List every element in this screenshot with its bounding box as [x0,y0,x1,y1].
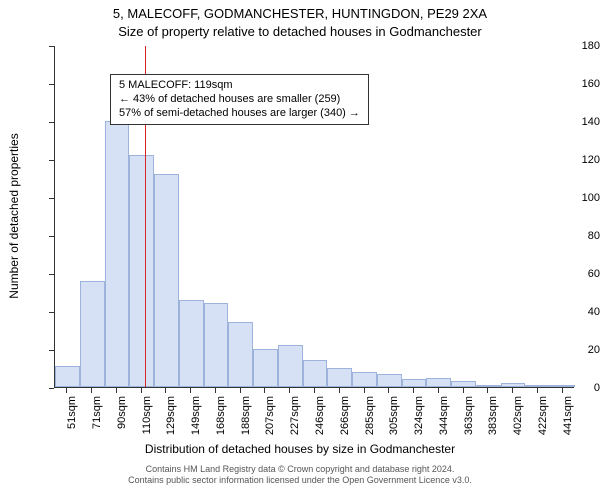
xtick-label: 71sqm [91,396,103,446]
histogram-bar [377,374,402,387]
xtick-mark [215,388,216,393]
xtick-label: 266sqm [339,396,351,446]
xtick-label: 129sqm [165,396,177,446]
histogram-bar [303,360,328,387]
xtick-label: 344sqm [438,396,450,446]
annotation-box: 5 MALECOFF: 119sqm← 43% of detached hous… [110,74,369,125]
xtick-mark [463,388,464,393]
histogram-bar [55,366,80,387]
xtick-mark [314,388,315,393]
xtick-mark [141,388,142,393]
xtick-mark [91,388,92,393]
xtick-label: 110sqm [141,396,153,446]
ytick-label: 40 [556,306,600,318]
xtick-label: 441sqm [562,396,574,446]
xtick-mark [190,388,191,393]
xtick-mark [240,388,241,393]
histogram-bar [80,281,105,387]
ytick-mark [49,312,54,313]
chart-title-2: Size of property relative to detached ho… [0,24,600,39]
xtick-label: 324sqm [413,396,425,446]
ytick-mark [49,274,54,275]
xtick-mark [364,388,365,393]
ytick-label: 60 [556,268,600,280]
y-axis-label: Number of detached properties [7,45,21,387]
xtick-mark [66,388,67,393]
histogram-bar [278,345,303,387]
chart-container: { "chart": { "type": "histogram", "title… [0,0,600,500]
xtick-mark [512,388,513,393]
ytick-label: 180 [556,40,600,52]
xtick-label: 188sqm [240,396,252,446]
annotation-line: 5 MALECOFF: 119sqm [119,79,360,93]
attribution-line-1: Contains HM Land Registry data © Crown c… [0,464,600,475]
xtick-mark [413,388,414,393]
histogram-bar [204,303,229,387]
xtick-mark [388,388,389,393]
histogram-bar [179,300,204,387]
ytick-mark [49,122,54,123]
ytick-label: 160 [556,78,600,90]
histogram-bar [501,383,526,387]
histogram-bar [402,379,427,387]
ytick-label: 80 [556,230,600,242]
xtick-mark [165,388,166,393]
ytick-label: 120 [556,154,600,166]
histogram-bar [253,349,278,387]
histogram-bar [525,385,550,387]
xtick-mark [116,388,117,393]
ytick-label: 20 [556,344,600,356]
xtick-label: 422sqm [537,396,549,446]
histogram-bar [476,385,501,387]
xtick-mark [537,388,538,393]
histogram-bar [327,368,352,387]
xtick-mark [289,388,290,393]
annotation-line: 57% of semi-detached houses are larger (… [119,107,360,121]
chart-title-1: 5, MALECOFF, GODMANCHESTER, HUNTINGDON, … [0,6,600,21]
xtick-label: 207sqm [264,396,276,446]
ytick-label: 140 [556,116,600,128]
xtick-label: 168sqm [215,396,227,446]
xtick-label: 51sqm [66,396,78,446]
attribution-line-2: Contains public sector information licen… [0,475,600,486]
xtick-mark [264,388,265,393]
xtick-label: 246sqm [314,396,326,446]
xtick-mark [487,388,488,393]
xtick-label: 402sqm [512,396,524,446]
xtick-label: 90sqm [116,396,128,446]
ytick-mark [49,160,54,161]
xtick-label: 149sqm [190,396,202,446]
histogram-bar [129,155,154,387]
xtick-label: 285sqm [364,396,376,446]
ytick-label: 100 [556,192,600,204]
xtick-mark [339,388,340,393]
xtick-label: 363sqm [463,396,475,446]
ytick-mark [49,388,54,389]
xtick-label: 227sqm [289,396,301,446]
xtick-mark [438,388,439,393]
histogram-bar [154,174,179,387]
ytick-mark [49,236,54,237]
annotation-line: ← 43% of detached houses are smaller (25… [119,93,360,107]
ytick-mark [49,198,54,199]
histogram-bar [228,322,253,387]
ytick-mark [49,46,54,47]
attribution-text: Contains HM Land Registry data © Crown c… [0,464,600,486]
xtick-label: 305sqm [388,396,400,446]
histogram-bar [105,121,130,387]
ytick-mark [49,350,54,351]
histogram-bar [451,381,476,387]
ytick-mark [49,84,54,85]
histogram-bar [352,372,377,387]
histogram-bar [426,378,451,388]
xtick-mark [562,388,563,393]
xtick-label: 383sqm [487,396,499,446]
